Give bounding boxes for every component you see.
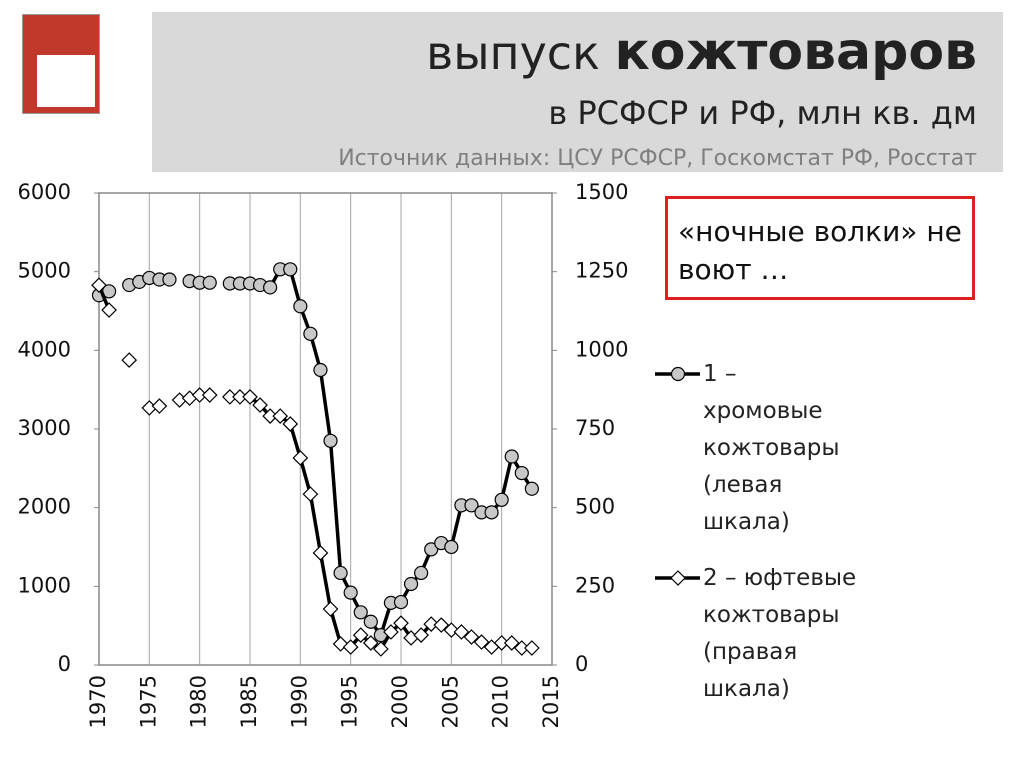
marker xyxy=(201,387,218,403)
marker xyxy=(333,565,348,581)
title-emphasis: кожтоваров xyxy=(614,22,977,82)
marker xyxy=(352,627,369,643)
y-tick-label: 6000 xyxy=(18,180,71,204)
y-tick-label: 4000 xyxy=(18,337,71,361)
marker xyxy=(282,416,299,432)
marker xyxy=(202,275,217,290)
plot-frame xyxy=(98,192,553,666)
marker xyxy=(503,635,520,651)
legend-label: 2 – юфтевые кожтовары (правая шкала) xyxy=(703,565,857,702)
y2-tick-label: 1000 xyxy=(575,337,628,361)
marker xyxy=(293,299,308,314)
marker xyxy=(393,594,409,610)
y2-tick-label: 750 xyxy=(575,416,615,440)
marker xyxy=(423,616,440,632)
marker xyxy=(433,617,450,633)
marker xyxy=(494,492,509,507)
x-tick-label: 1990 xyxy=(287,675,311,728)
title-box: выпуск кожтоваров в РСФСР и РФ, млн кв. … xyxy=(152,12,1003,172)
marker xyxy=(313,362,328,378)
marker xyxy=(101,302,117,318)
y2-tick-label: 500 xyxy=(575,495,615,519)
marker xyxy=(484,505,499,520)
y2-tick-label: 1250 xyxy=(575,259,628,283)
marker xyxy=(342,639,359,655)
marker xyxy=(312,545,329,561)
marker xyxy=(322,601,339,617)
x-tick-label: 1980 xyxy=(187,675,211,728)
x-tick-label: 2005 xyxy=(438,675,462,728)
marker xyxy=(323,433,338,448)
note-box: «ночные волки» не воют … xyxy=(665,196,975,300)
legend-label: 1 – хромовые кожтовары (левая шкала) xyxy=(703,361,840,535)
marker xyxy=(424,542,439,557)
marker xyxy=(414,565,429,581)
marker xyxy=(383,624,399,640)
series-line xyxy=(98,267,534,639)
marker xyxy=(263,280,278,295)
x-tick-label: 1985 xyxy=(237,675,261,728)
marker xyxy=(443,622,460,638)
marker xyxy=(292,450,309,466)
marker xyxy=(413,627,429,643)
x-tick-label: 1970 xyxy=(86,675,110,728)
marker xyxy=(252,397,268,413)
marker xyxy=(504,449,519,464)
x-tick-label: 2010 xyxy=(489,675,513,728)
title: выпуск кожтоваров xyxy=(426,22,977,82)
marker xyxy=(670,366,686,382)
marker xyxy=(242,389,258,405)
x-tick-label: 1995 xyxy=(338,675,362,728)
y2-tick-label: 250 xyxy=(575,573,615,597)
marker xyxy=(670,570,686,586)
subtitle: в РСФСР и РФ, млн кв. дм xyxy=(548,94,977,132)
marker xyxy=(453,624,470,640)
y-tick-label: 1000 xyxy=(18,573,71,597)
y-tick-label: 3000 xyxy=(18,416,71,440)
y2-tick-label: 0 xyxy=(575,652,588,676)
x-tick-label: 2015 xyxy=(539,675,563,728)
y-tick-label: 2000 xyxy=(18,495,71,519)
y2-tick-label: 1500 xyxy=(575,180,628,204)
marker xyxy=(393,615,409,631)
marker xyxy=(151,398,168,414)
marker xyxy=(303,326,318,341)
book-cover xyxy=(22,14,100,114)
y-tick-label: 5000 xyxy=(18,259,71,283)
x-tick-label: 2000 xyxy=(388,675,412,728)
x-tick-label: 1975 xyxy=(136,675,160,728)
marker xyxy=(283,262,298,277)
marker xyxy=(272,408,289,424)
marker xyxy=(473,634,490,650)
title-text: выпуск xyxy=(426,26,600,80)
marker xyxy=(524,481,539,496)
marker xyxy=(343,585,358,600)
marker xyxy=(362,635,379,651)
marker xyxy=(524,640,540,656)
marker xyxy=(514,465,529,481)
marker xyxy=(444,539,459,555)
marker xyxy=(353,605,368,620)
marker xyxy=(363,614,378,629)
y-tick-label: 0 xyxy=(58,652,71,676)
marker xyxy=(403,576,419,592)
source: Источник данных: ЦСУ РСФСР, Госкомстат Р… xyxy=(338,146,977,171)
marker xyxy=(302,486,319,502)
marker xyxy=(162,272,177,287)
marker xyxy=(121,352,138,368)
marker xyxy=(463,629,480,645)
marker xyxy=(91,277,107,294)
series-line xyxy=(97,284,532,652)
marker xyxy=(464,498,479,513)
marker xyxy=(373,641,389,657)
